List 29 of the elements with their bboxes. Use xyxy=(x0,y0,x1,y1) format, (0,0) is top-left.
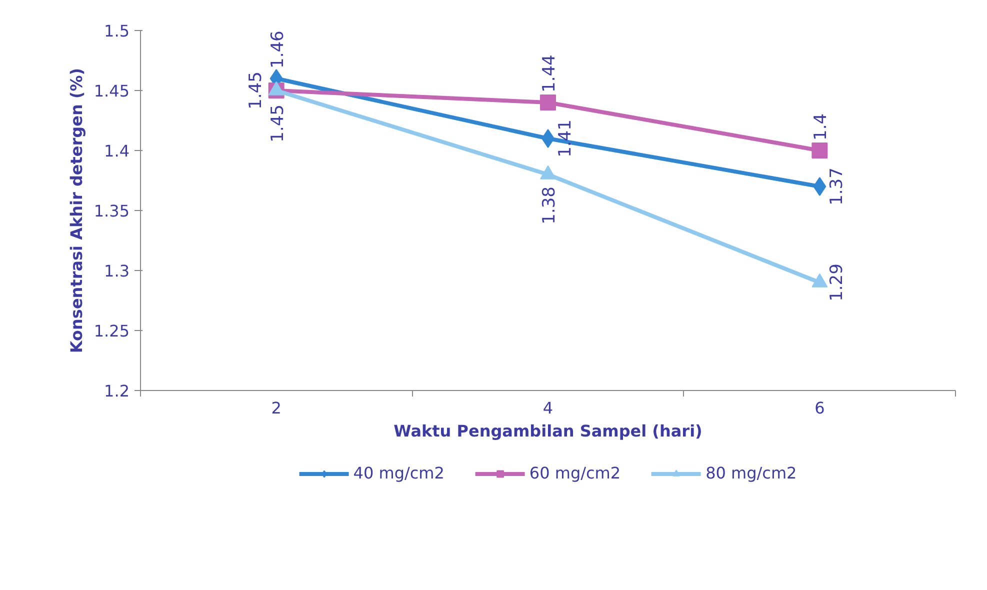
legend-label: 80 mg/cm2 xyxy=(706,464,797,482)
point xyxy=(813,177,826,196)
data-label: 1.37 xyxy=(827,168,848,206)
y-tick-label: 1.3 xyxy=(104,262,130,280)
x-tick-label: 6 xyxy=(814,398,825,418)
y-tick-label: 1.35 xyxy=(94,202,130,220)
legend-label: 40 mg/cm2 xyxy=(353,464,444,482)
data-label: 1.45 xyxy=(268,104,288,142)
x-tick-label: 2 xyxy=(271,398,282,418)
legend-label: 60 mg/cm2 xyxy=(529,464,621,482)
y-tick-label: 1.45 xyxy=(94,82,130,100)
data-label: 1.46 xyxy=(268,30,288,68)
point xyxy=(812,273,828,288)
y-tick-label: 1.4 xyxy=(104,142,130,160)
data-label: 1.4 xyxy=(811,113,832,140)
data-label: 1.41 xyxy=(556,120,576,158)
point xyxy=(812,142,828,158)
x-tick-label: 4 xyxy=(542,398,554,418)
data-label: 1.44 xyxy=(540,54,560,92)
data-label: 1.29 xyxy=(827,264,848,302)
point xyxy=(540,94,556,110)
y-axis-title: Konsentrasi Akhir detergen (%) xyxy=(66,68,86,354)
data-label: 1.38 xyxy=(540,186,560,224)
x-axis-title: Waktu Pengambilan Sampel (hari) xyxy=(394,422,702,440)
data-label: 1.45 xyxy=(246,72,266,110)
point xyxy=(540,165,556,180)
y-tick-label: 1.25 xyxy=(94,322,130,340)
y-tick-label: 1.5 xyxy=(104,22,130,40)
y-tick-label: 1.2 xyxy=(104,382,130,400)
